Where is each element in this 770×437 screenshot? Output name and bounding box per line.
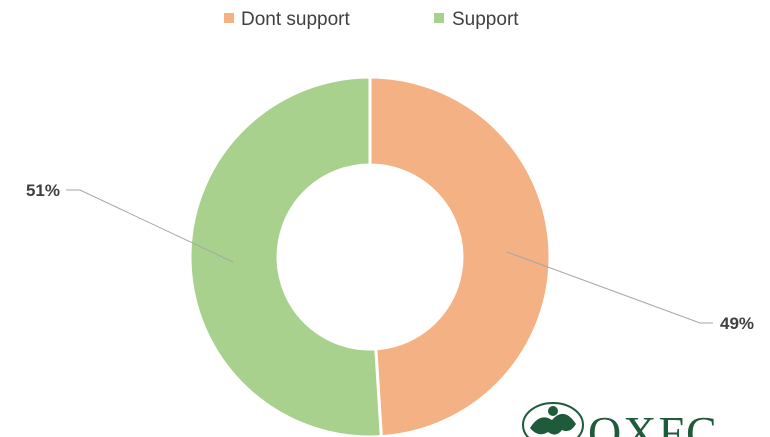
data-label-dont-support: 49% <box>720 314 754 333</box>
legend-swatch-support <box>434 13 444 23</box>
legend-label-dont-support: Dont support <box>241 9 351 30</box>
leader-line-support <box>66 189 234 263</box>
donut-slices <box>188 75 552 437</box>
donut-slice-support <box>188 75 383 437</box>
leader-line-dont-support <box>506 251 713 324</box>
legend-label-support: Support <box>452 9 519 30</box>
legend-swatch-dont-support <box>224 13 234 23</box>
oxfam-logo: OXFC <box>522 402 719 437</box>
data-label-support: 51% <box>26 181 60 200</box>
logo-text: OXFC <box>588 407 719 437</box>
legend: Dont support Support <box>224 9 519 30</box>
crest-icon <box>522 402 584 437</box>
donut-slice-dont-support <box>368 75 552 437</box>
